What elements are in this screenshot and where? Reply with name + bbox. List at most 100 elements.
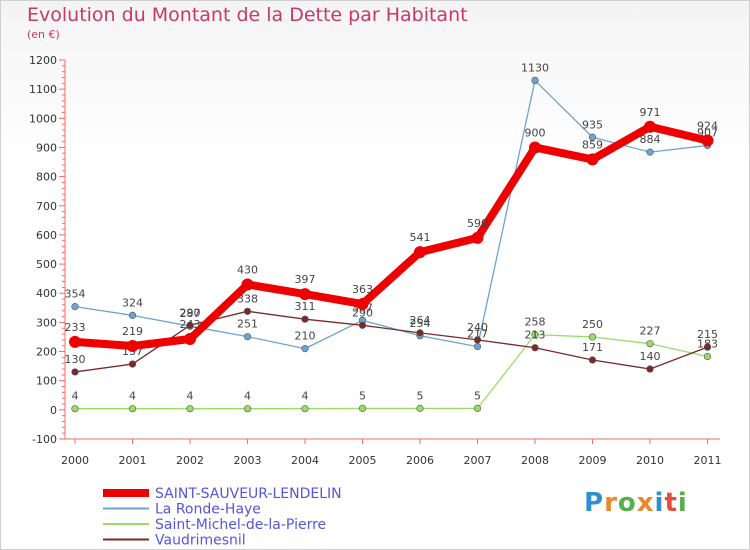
- x-tick-label: 2011: [694, 454, 722, 467]
- series-line-3: [74, 310, 708, 373]
- y-tick-label: 600: [36, 229, 57, 242]
- data-point: [243, 405, 252, 413]
- data-point: [701, 134, 714, 147]
- data-label: 324: [122, 296, 143, 309]
- x-tick-label: 2008: [521, 454, 549, 467]
- data-label: 215: [697, 328, 718, 341]
- data-label: 140: [640, 350, 661, 363]
- data-point: [301, 315, 309, 323]
- chart-title: Evolution du Montant de la Dette par Hab…: [27, 4, 468, 26]
- y-tick-label: 900: [36, 141, 57, 154]
- data-point: [703, 352, 712, 361]
- data-point: [414, 246, 426, 259]
- data-point: [299, 288, 311, 301]
- data-label: 338: [237, 292, 258, 305]
- data-label: 4: [187, 390, 194, 403]
- data-label: 971: [640, 106, 661, 119]
- data-label: 240: [467, 321, 488, 334]
- legend-label: La Ronde-Haye: [155, 502, 261, 518]
- y-tick-label: 0: [50, 404, 57, 417]
- data-point: [646, 148, 654, 156]
- data-label: 243: [180, 318, 201, 331]
- data-label: 250: [582, 318, 603, 331]
- data-point: [71, 368, 79, 376]
- x-tick-label: 2010: [636, 454, 664, 467]
- data-label: 1130: [521, 61, 549, 74]
- data-label: 541: [410, 231, 431, 244]
- data-point: [588, 133, 597, 141]
- x-tick-label: 2009: [579, 454, 607, 467]
- data-label: 227: [640, 325, 661, 338]
- legend-label: Vaudrimesnil: [155, 533, 246, 549]
- data-label: 363: [352, 283, 373, 296]
- data-label: 258: [525, 316, 546, 329]
- unit-label: (en €): [27, 28, 60, 41]
- data-label: 171: [582, 341, 603, 354]
- series-line-0: [74, 122, 709, 350]
- data-label: 5: [359, 389, 366, 402]
- data-point: [588, 356, 597, 364]
- y-tick-label: 500: [36, 258, 57, 271]
- data-label: 213: [525, 329, 546, 342]
- y-tick-label: 300: [36, 316, 57, 329]
- x-tick-label: 2000: [61, 454, 89, 467]
- data-label: 900: [525, 126, 546, 139]
- y-tick-label: -100: [32, 433, 57, 446]
- data-point: [186, 405, 194, 413]
- x-tick-label: 2004: [291, 454, 319, 467]
- data-point: [473, 342, 482, 351]
- data-point: [703, 343, 712, 351]
- x-tick-label: 2001: [119, 454, 147, 467]
- data-point: [356, 298, 369, 311]
- y-tick-label: 200: [36, 346, 57, 359]
- data-point: [531, 76, 539, 85]
- data-point: [243, 307, 252, 315]
- x-tick-label: 2007: [464, 454, 492, 467]
- y-tick-label: 1200: [29, 54, 57, 67]
- proxiti-logo: Proxiti: [584, 488, 688, 518]
- data-point: [646, 340, 654, 348]
- data-label: 251: [237, 318, 258, 331]
- data-point: [529, 141, 541, 154]
- data-label: 430: [237, 263, 258, 276]
- data-point: [128, 360, 137, 368]
- series-line-2: [75, 333, 708, 410]
- x-tick-label: 2002: [176, 454, 204, 467]
- data-point: [473, 336, 482, 344]
- data-label: 290: [352, 306, 373, 319]
- y-tick-label: 400: [36, 287, 57, 300]
- data-label: 859: [582, 138, 603, 151]
- data-point: [588, 333, 597, 341]
- data-point: [531, 344, 539, 352]
- legend-label: Saint-Michel-de-la-Pierre: [155, 517, 326, 533]
- x-tick-label: 2003: [234, 454, 262, 467]
- data-point: [71, 303, 79, 311]
- data-point: [243, 333, 252, 341]
- data-point: [71, 405, 79, 413]
- data-label: 4: [244, 390, 251, 403]
- data-label: 935: [582, 118, 603, 131]
- x-tick-label: 2005: [349, 454, 377, 467]
- data-point: [416, 329, 424, 337]
- data-label: 354: [65, 288, 86, 301]
- data-label: 264: [410, 314, 431, 327]
- data-point: [644, 120, 656, 133]
- data-point: [301, 345, 309, 353]
- data-point: [531, 331, 539, 339]
- data-label: 924: [697, 119, 718, 132]
- x-tick-label: 2006: [406, 454, 434, 467]
- data-label: 217: [467, 328, 488, 341]
- data-point: [416, 404, 424, 412]
- data-point: [358, 321, 367, 329]
- data-label: 233: [65, 321, 86, 334]
- data-point: [471, 231, 484, 244]
- data-label: 287: [180, 307, 201, 320]
- series-line-1: [74, 79, 708, 350]
- data-label: 4: [72, 390, 79, 403]
- data-label: 130: [65, 353, 86, 366]
- data-label: 590: [467, 217, 488, 230]
- y-tick-label: 100: [36, 375, 57, 388]
- data-point: [241, 278, 254, 291]
